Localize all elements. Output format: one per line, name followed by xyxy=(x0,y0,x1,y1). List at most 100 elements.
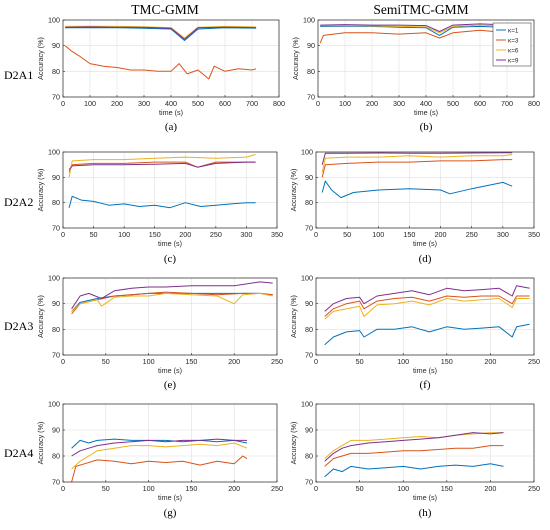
y-tick-label: 100 xyxy=(301,274,313,283)
x-tick-label: 700 xyxy=(501,99,513,108)
legend-entry: κ=6 xyxy=(508,47,519,54)
x-tick-label: 600 xyxy=(219,99,231,108)
x-tick-label: 250 xyxy=(271,357,283,366)
x-tick-label: 100 xyxy=(143,357,155,366)
y-axis-label: Accuracy (%) xyxy=(36,295,45,338)
panel-label: (f) xyxy=(420,379,431,391)
x-axis-label: time (s) xyxy=(413,239,437,248)
x-tick-label: 0 xyxy=(61,230,65,239)
x-tick-label: 0 xyxy=(314,230,318,239)
x-tick-label: 800 xyxy=(528,99,540,108)
y-tick-label: 80 xyxy=(305,452,313,461)
series-line xyxy=(324,432,504,462)
x-axis-label: time (s) xyxy=(413,493,437,502)
series-line xyxy=(65,26,257,40)
series-line xyxy=(324,323,530,346)
series-line xyxy=(71,455,248,483)
x-tick-label: 250 xyxy=(528,357,540,366)
x-tick-label: 200 xyxy=(484,484,496,493)
x-tick-label: 100 xyxy=(84,99,96,108)
x-tick-label: 50 xyxy=(356,357,364,366)
series-line xyxy=(64,45,257,80)
axes-box xyxy=(62,151,278,229)
x-tick-label: 200 xyxy=(111,99,123,108)
x-tick-label: 150 xyxy=(403,230,415,239)
x-tick-label: 200 xyxy=(435,230,447,239)
x-tick-label: 250 xyxy=(466,230,478,239)
x-tick-label: 100 xyxy=(339,99,351,108)
x-tick-label: 100 xyxy=(143,484,155,493)
series-line xyxy=(68,154,256,178)
row-label-d2a3: D2A3 xyxy=(4,319,33,333)
y-tick-label: 70 xyxy=(305,224,313,233)
series-line xyxy=(320,24,512,34)
x-tick-label: 500 xyxy=(192,99,204,108)
panel-label: (d) xyxy=(419,253,432,265)
y-tick-label: 70 xyxy=(307,93,315,102)
series-line xyxy=(319,29,512,44)
x-tick-label: 200 xyxy=(179,230,191,239)
y-axis-label: Accuracy (%) xyxy=(291,37,300,80)
y-tick-label: 90 xyxy=(52,426,60,435)
panel-label: (h) xyxy=(419,507,432,519)
y-tick-label: 80 xyxy=(52,67,60,76)
x-tick-label: 250 xyxy=(210,230,222,239)
x-tick-label: 150 xyxy=(149,230,161,239)
x-tick-label: 400 xyxy=(420,99,432,108)
chart-panel: 0 100 200 300 400 500 600 700 800 70 80 90 100 time (… xyxy=(291,16,540,134)
x-tick-label: 150 xyxy=(441,484,453,493)
x-tick-label: 50 xyxy=(343,230,351,239)
x-tick-label: 100 xyxy=(118,230,130,239)
series-line xyxy=(71,438,247,457)
row-label-d2a1: D2A1 xyxy=(4,68,33,82)
series-line xyxy=(321,152,513,165)
y-tick-label: 100 xyxy=(48,274,60,283)
x-tick-label: 150 xyxy=(441,357,453,366)
y-tick-label: 70 xyxy=(52,93,60,102)
plot-area xyxy=(316,404,534,482)
y-tick-label: 90 xyxy=(52,41,60,50)
series-line xyxy=(321,180,513,199)
column-title-left: TMC-GMM xyxy=(131,2,199,17)
y-tick-label: 90 xyxy=(307,41,315,50)
series-line xyxy=(324,432,504,459)
y-axis-label: Accuracy (%) xyxy=(289,169,298,212)
series-line xyxy=(71,442,248,470)
axes-box xyxy=(315,151,535,229)
axes-box xyxy=(315,277,535,356)
axes-box xyxy=(62,277,278,356)
x-tick-label: 200 xyxy=(228,484,240,493)
series-line xyxy=(324,463,504,478)
x-axis-label: time (s) xyxy=(158,239,182,248)
y-axis-label: Accuracy (%) xyxy=(36,169,45,212)
y-tick-label: 80 xyxy=(305,325,313,334)
panel-label: (c) xyxy=(164,253,177,265)
y-tick-label: 80 xyxy=(52,452,60,461)
y-tick-label: 100 xyxy=(301,148,313,157)
plot-area xyxy=(63,278,277,355)
plot-area xyxy=(63,404,277,482)
panel-label: (g) xyxy=(164,507,177,519)
series-line xyxy=(68,161,256,171)
x-tick-label: 200 xyxy=(366,99,378,108)
y-tick-label: 70 xyxy=(52,478,60,487)
x-tick-label: 350 xyxy=(271,230,283,239)
panel-label: (a) xyxy=(165,121,178,133)
x-tick-label: 0 xyxy=(316,99,320,108)
series-line xyxy=(324,295,530,317)
y-tick-label: 100 xyxy=(48,400,60,409)
y-tick-label: 90 xyxy=(305,173,313,182)
x-tick-label: 50 xyxy=(356,484,364,493)
series-line xyxy=(71,292,273,312)
y-tick-label: 80 xyxy=(52,325,60,334)
y-tick-label: 70 xyxy=(52,224,60,233)
chart-panel: 0 50 100 150 200 250 300 350 70 80 90 100 time (s) Ac… xyxy=(36,148,283,266)
x-tick-label: 0 xyxy=(314,484,318,493)
axes-box xyxy=(315,403,535,483)
y-tick-label: 80 xyxy=(52,198,60,207)
chart-panel: 0 50 100 150 200 250 300 350 70 80 90 100 time (s) Ac… xyxy=(289,148,540,266)
